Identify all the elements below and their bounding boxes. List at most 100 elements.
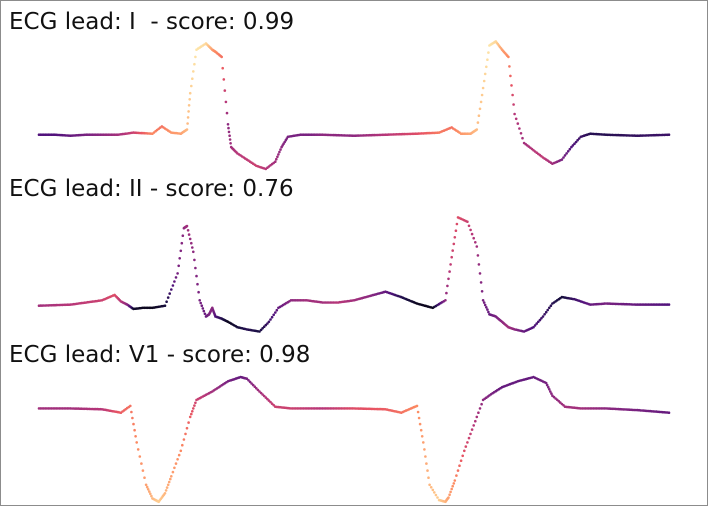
panel-lead-v1: ECG lead: V1 - score: 0.98 [1, 344, 707, 504]
data-point [274, 160, 277, 163]
data-point [149, 492, 152, 496]
data-point [176, 272, 179, 275]
data-point [482, 79, 486, 83]
data-point [487, 51, 490, 54]
data-point [184, 432, 187, 436]
data-point [544, 310, 548, 314]
data-point [193, 62, 196, 66]
data-point [179, 249, 183, 253]
data-point [428, 483, 431, 487]
data-point [193, 404, 196, 407]
data-point [453, 236, 457, 239]
data-point [166, 483, 170, 487]
panel-title: ECG lead: II - score: 0.76 [9, 176, 294, 202]
data-point [472, 236, 476, 240]
data-point [224, 100, 228, 104]
data-point [221, 66, 224, 70]
data-point [533, 324, 537, 327]
data-point [416, 410, 420, 414]
data-point [266, 322, 269, 325]
panel-title: ECG lead: V1 - score: 0.98 [9, 342, 311, 368]
data-point [474, 419, 477, 423]
data-point [177, 264, 180, 268]
data-point [176, 458, 179, 461]
data-point [487, 310, 490, 314]
data-point [180, 241, 184, 245]
data-point [146, 488, 150, 491]
data-point [256, 388, 260, 392]
data-point [136, 448, 140, 451]
data-point [427, 476, 430, 479]
data-point [223, 89, 227, 92]
data-point [422, 441, 425, 444]
data-point [173, 466, 176, 470]
data-point [264, 323, 268, 327]
data-point [540, 317, 543, 320]
data-point [270, 315, 274, 319]
data-point [574, 140, 578, 144]
data-point [477, 263, 481, 266]
data-point [565, 152, 568, 155]
data-point [171, 470, 175, 474]
data-point [275, 308, 279, 312]
data-point [481, 86, 485, 90]
data-point [245, 377, 249, 380]
data-point [187, 233, 191, 236]
data-point [451, 249, 455, 252]
data-point [247, 379, 250, 382]
data-point [277, 153, 280, 156]
data-point [188, 415, 192, 419]
data-point [417, 416, 421, 420]
data-point [167, 480, 171, 484]
data-point [192, 70, 195, 73]
data-point [251, 383, 255, 387]
data-point [483, 303, 487, 307]
data-point [173, 280, 176, 283]
data-point [434, 493, 438, 497]
data-point [191, 246, 194, 249]
data-point [476, 121, 480, 124]
data-point [200, 304, 204, 307]
data-point [461, 454, 465, 458]
data-point [141, 469, 145, 472]
data-point [563, 154, 567, 157]
data-point [250, 382, 253, 385]
data-point [478, 407, 482, 410]
data-point [459, 459, 463, 462]
data-point [478, 272, 482, 275]
data-point [195, 274, 198, 278]
data-point [169, 477, 172, 481]
data-point [475, 245, 479, 248]
data-point [272, 313, 276, 317]
data-point [163, 492, 167, 495]
data-point [544, 381, 548, 385]
data-point [667, 133, 671, 136]
data-point [145, 485, 149, 489]
data-point [192, 250, 195, 254]
data-point [451, 484, 455, 488]
data-point [181, 234, 185, 237]
panel-title: ECG lead: I - score: 0.99 [9, 9, 295, 35]
data-point [166, 296, 170, 299]
data-point [479, 100, 483, 104]
data-point [191, 77, 194, 80]
data-point [185, 128, 189, 131]
data-point [507, 55, 510, 59]
data-point [455, 474, 458, 477]
data-point [568, 147, 572, 151]
data-point [188, 98, 191, 101]
data-point [429, 486, 433, 489]
data-point [470, 232, 474, 236]
data-point [450, 255, 454, 259]
data-point [470, 428, 474, 431]
data-point [433, 491, 436, 494]
data-point [466, 220, 469, 223]
data-point [486, 308, 489, 311]
data-point [480, 402, 483, 406]
data-point [135, 441, 138, 444]
panel-lead-ii: ECG lead: II - score: 0.76 [1, 178, 707, 338]
data-point [187, 110, 190, 113]
data-point [538, 318, 542, 322]
data-point [485, 65, 488, 69]
data-point [129, 404, 132, 408]
